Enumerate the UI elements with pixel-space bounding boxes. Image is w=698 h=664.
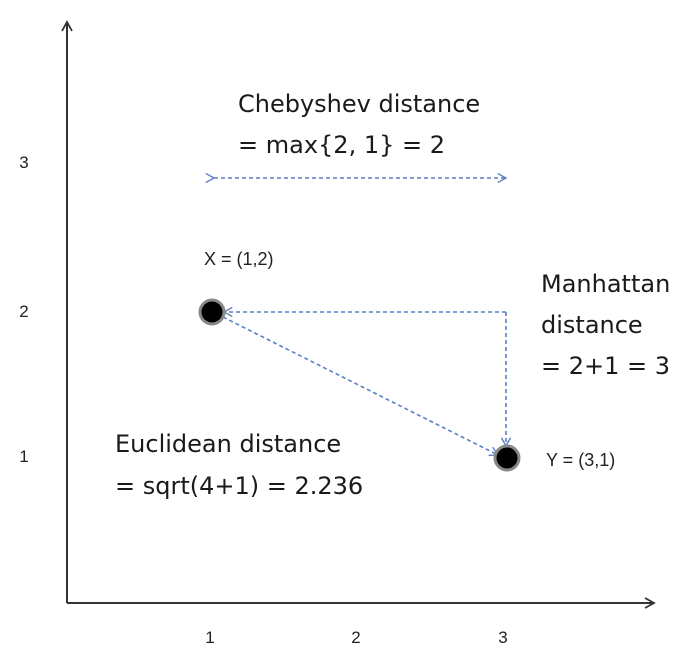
manhattan-title: Manhattan xyxy=(541,270,670,298)
manhattan-formula: = 2+1 = 3 xyxy=(541,352,670,380)
chebyshev-title: Chebyshev distance xyxy=(238,90,480,118)
y-tick-label-1: 1 xyxy=(19,447,28,466)
x-tick-label-1: 1 xyxy=(205,628,214,647)
manhattan-subtitle: distance xyxy=(541,311,643,339)
point-y-marker xyxy=(493,444,521,472)
euclidean-formula: = sqrt(4+1) = 2.236 xyxy=(115,472,363,500)
y-tick-label-3: 3 xyxy=(19,153,28,172)
x-tick-label-2: 2 xyxy=(351,628,360,647)
x-tick-label-3: 3 xyxy=(498,628,507,647)
point-y-label: Y = (3,1) xyxy=(546,450,615,470)
y-tick-label-2: 2 xyxy=(19,302,28,321)
euclidean-title: Euclidean distance xyxy=(115,430,341,458)
point-x-marker xyxy=(198,298,226,326)
point-x-label: X = (1,2) xyxy=(204,249,274,269)
euclidean-arrow xyxy=(213,308,500,457)
chebyshev-formula: = max{2, 1} = 2 xyxy=(238,131,445,159)
